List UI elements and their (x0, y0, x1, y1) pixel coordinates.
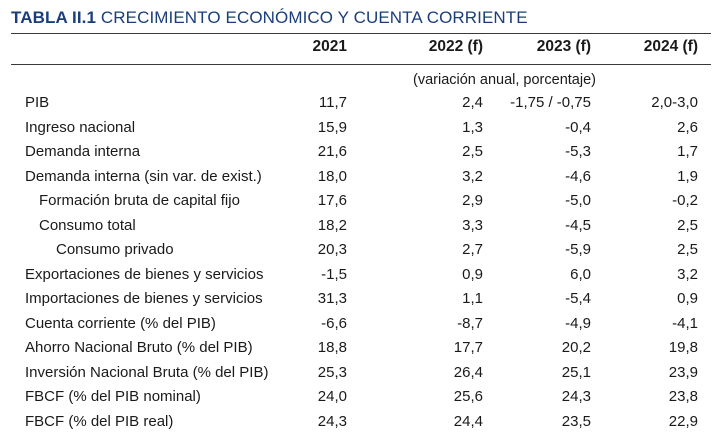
row-value-2023: -4,9 (565, 315, 591, 332)
row-value-2021: 11,7 (319, 94, 347, 111)
row-label: Inversión Nacional Bruta (% del PIB) (25, 364, 268, 381)
row-label: Ahorro Nacional Bruto (% del PIB) (25, 339, 253, 356)
row-label: Importaciones de bienes y servicios (25, 290, 263, 307)
row-value-2021: 25,3 (318, 364, 347, 381)
row-value-2024: -0,2 (672, 192, 698, 209)
row-value-2023: 25,1 (562, 364, 591, 381)
row-value-2021: -6,6 (321, 315, 347, 332)
row-label: Demanda interna (sin var. de exist.) (25, 168, 262, 185)
row-value-2022: 1,1 (462, 290, 483, 307)
row-value-2021: 20,3 (318, 241, 347, 258)
row-value-2023: 24,3 (562, 388, 591, 405)
row-value-2022: 1,3 (462, 119, 483, 136)
row-value-2022: 25,6 (454, 388, 483, 405)
row-value-2023: -5,9 (565, 241, 591, 258)
column-header-2022: 2022 (f) (429, 38, 483, 56)
table-row: Importaciones de bienes y servicios 31,3 1… (0, 288, 715, 313)
row-value-2024: 2,5 (677, 217, 698, 234)
row-value-2024: 2,5 (677, 241, 698, 258)
table-title: TABLA II.1 CRECIMIENTO ECONÓMICO Y CUENT… (11, 8, 528, 28)
row-label: Ingreso nacional (25, 119, 135, 136)
row-value-2021: -1,5 (321, 266, 347, 283)
table-row: Inversión Nacional Bruta (% del PIB) 25,3… (0, 362, 715, 387)
row-value-2024: 19,8 (669, 339, 698, 356)
row-value-2021: 18,8 (318, 339, 347, 356)
row-value-2022: 2,5 (462, 143, 483, 160)
row-value-2021: 21,6 (318, 143, 347, 160)
table-code: TABLA II.1 (11, 8, 96, 27)
table-row: FBCF (% del PIB real) 24,3 24,4 23,5 22,9 (0, 411, 715, 435)
row-value-2022: 3,3 (462, 217, 483, 234)
row-value-2023: 20,2 (562, 339, 591, 356)
row-value-2023: -5,4 (565, 290, 591, 307)
table-row: Demanda interna 21,6 2,5 -5,3 1,7 (0, 141, 715, 166)
row-value-2022: 3,2 (462, 168, 483, 185)
row-value-2022: 17,7 (454, 339, 483, 356)
row-label: Exportaciones de bienes y servicios (25, 266, 263, 283)
row-value-2021: 17,6 (318, 192, 347, 209)
table-body: PIB 11,7 2,4 -1,75 / -0,75 2,0-3,0 Ingreso na… (0, 92, 715, 435)
table-row: Formación bruta de capital fijo 17,6 2,9 -5… (0, 190, 715, 215)
row-value-2023: -4,5 (565, 217, 591, 234)
row-label: Consumo privado (56, 241, 174, 258)
column-header-2021: 2021 (313, 38, 347, 56)
top-rule (11, 33, 711, 34)
row-value-2022: 2,7 (462, 241, 483, 258)
row-value-2022: 2,9 (462, 192, 483, 209)
row-value-2023: 6,0 (570, 266, 591, 283)
unit-note: (variación anual, porcentaje) (413, 72, 596, 88)
row-value-2022: 26,4 (454, 364, 483, 381)
row-value-2021: 24,0 (318, 388, 347, 405)
table-title-text: CRECIMIENTO ECONÓMICO Y CUENTA CORRIENTE (101, 8, 528, 27)
row-value-2023: 23,5 (562, 413, 591, 430)
row-value-2022: 2,4 (462, 94, 483, 111)
row-value-2024: -4,1 (672, 315, 698, 332)
row-label: Demanda interna (25, 143, 140, 160)
row-value-2024: 23,8 (669, 388, 698, 405)
header-rule (11, 64, 711, 65)
row-label: PIB (25, 94, 49, 111)
table-row: PIB 11,7 2,4 -1,75 / -0,75 2,0-3,0 (0, 92, 715, 117)
row-value-2021: 18,0 (318, 168, 347, 185)
row-label: Cuenta corriente (% del PIB) (25, 315, 216, 332)
row-value-2023: -4,6 (565, 168, 591, 185)
row-value-2023: -5,3 (565, 143, 591, 160)
row-value-2022: -8,7 (457, 315, 483, 332)
table-row: FBCF (% del PIB nominal) 24,0 25,6 24,3 23,8 (0, 386, 715, 411)
row-value-2024: 22,9 (669, 413, 698, 430)
row-label: FBCF (% del PIB real) (25, 413, 173, 430)
row-value-2024: 2,0-3,0 (651, 94, 698, 111)
table-row: Ingreso nacional 15,9 1,3 -0,4 2,6 (0, 117, 715, 142)
row-value-2024: 2,6 (677, 119, 698, 136)
table-row: Ahorro Nacional Bruto (% del PIB) 18,8 17,… (0, 337, 715, 362)
table-row: Consumo privado 20,3 2,7 -5,9 2,5 (0, 239, 715, 264)
row-value-2024: 1,9 (677, 168, 698, 185)
row-value-2021: 31,3 (318, 290, 347, 307)
row-value-2023: -5,0 (565, 192, 591, 209)
row-value-2024: 0,9 (677, 290, 698, 307)
row-value-2021: 24,3 (318, 413, 347, 430)
row-value-2021: 18,2 (318, 217, 347, 234)
row-value-2024: 3,2 (677, 266, 698, 283)
column-header-2024: 2024 (f) (644, 38, 698, 56)
table-row: Cuenta corriente (% del PIB) -6,6 -8,7 -4,9… (0, 313, 715, 338)
table-row: Exportaciones de bienes y servicios -1,5 0… (0, 264, 715, 289)
row-label: Consumo total (39, 217, 136, 234)
row-value-2022: 24,4 (454, 413, 483, 430)
column-header-2023: 2023 (f) (537, 38, 591, 56)
row-label: Formación bruta de capital fijo (39, 192, 240, 209)
row-value-2023: -1,75 / -0,75 (510, 94, 591, 111)
row-value-2024: 23,9 (669, 364, 698, 381)
row-value-2021: 15,9 (318, 119, 347, 136)
row-value-2023: -0,4 (565, 119, 591, 136)
row-value-2024: 1,7 (677, 143, 698, 160)
row-label: FBCF (% del PIB nominal) (25, 388, 201, 405)
row-value-2022: 0,9 (462, 266, 483, 283)
table-row: Demanda interna (sin var. de exist.) 18,0… (0, 166, 715, 191)
table-row: Consumo total 18,2 3,3 -4,5 2,5 (0, 215, 715, 240)
